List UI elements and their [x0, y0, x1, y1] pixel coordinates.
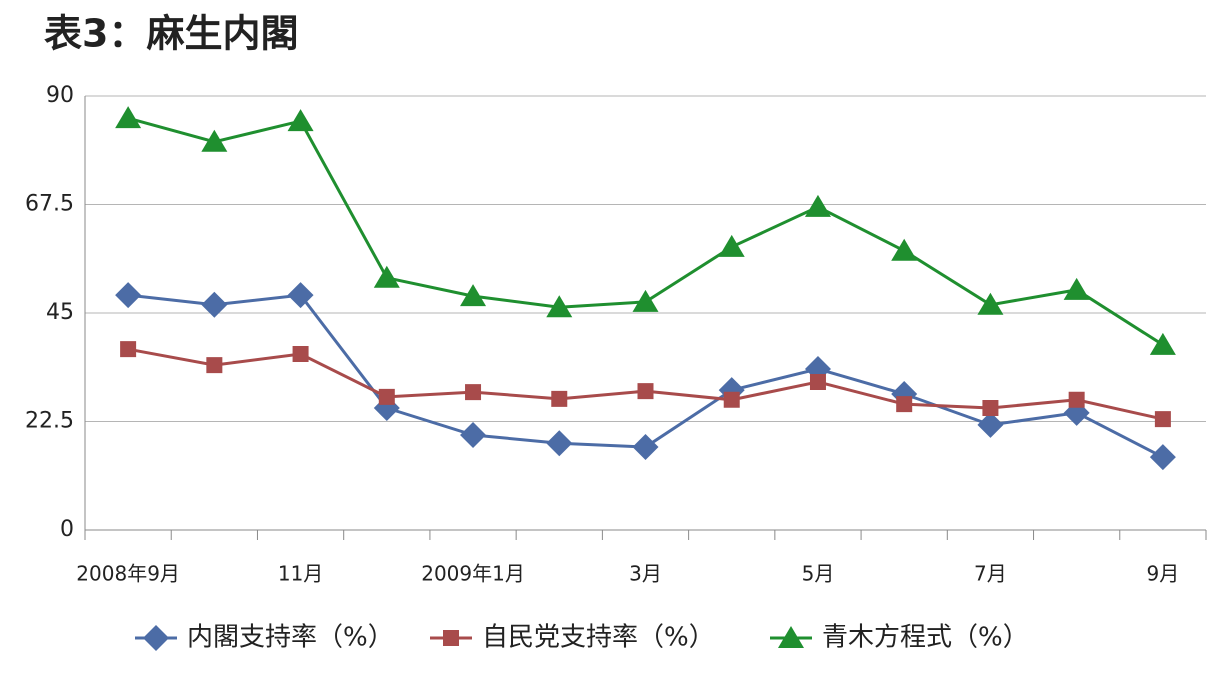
marker — [206, 357, 223, 374]
legend-label: 内閣支持率（%） — [187, 623, 394, 653]
marker — [460, 284, 487, 307]
marker — [632, 289, 659, 312]
marker — [551, 390, 568, 407]
marker — [201, 129, 228, 152]
marker — [546, 430, 573, 457]
marker — [443, 630, 459, 646]
marker — [292, 345, 309, 362]
marker — [1068, 391, 1085, 408]
x-tick-label: 7月 — [974, 562, 1007, 586]
marker — [1154, 411, 1171, 428]
marker — [546, 295, 573, 318]
x-tick-label: 2008年9月 — [76, 562, 180, 586]
marker — [287, 109, 314, 132]
marker — [977, 292, 1004, 315]
x-tick-label: 11月 — [278, 562, 323, 586]
marker — [723, 391, 740, 408]
marker — [465, 384, 482, 401]
marker — [373, 265, 400, 288]
marker — [809, 373, 826, 390]
marker — [891, 238, 918, 261]
marker — [778, 626, 804, 648]
series-line — [127, 293, 1164, 459]
marker — [977, 411, 1004, 438]
marker — [896, 396, 913, 413]
marker — [378, 388, 395, 405]
y-tick-label: 90 — [46, 83, 74, 108]
marker — [287, 282, 314, 309]
legend-label: 青木方程式（%） — [822, 623, 1029, 653]
chart-title: 表3：麻生内閣 — [44, 12, 298, 56]
y-tick-label: 22.5 — [25, 409, 74, 434]
marker — [1149, 444, 1176, 471]
x-tick-label: 5月 — [802, 562, 835, 586]
marker — [460, 422, 487, 449]
marker — [1149, 332, 1176, 355]
y-tick-label: 0 — [60, 517, 74, 542]
marker — [201, 291, 228, 318]
x-tick-label: 3月 — [629, 562, 662, 586]
marker — [982, 399, 999, 416]
marker — [718, 234, 745, 257]
marker — [115, 282, 142, 309]
marker — [115, 106, 142, 129]
x-tick-label: 2009年1月 — [421, 562, 525, 586]
marker — [143, 625, 169, 651]
legend-label: 自民党支持率（%） — [482, 623, 715, 653]
marker — [632, 434, 659, 461]
y-tick-label: 67.5 — [25, 192, 74, 217]
x-tick-label: 9月 — [1147, 562, 1180, 586]
marker — [804, 194, 831, 217]
marker — [637, 383, 654, 400]
legend: 内閣支持率（%） 自民党支持率（%） 青木方程式（%） — [135, 623, 1029, 653]
marker — [1063, 277, 1090, 300]
y-tick-label: 45 — [46, 300, 74, 325]
marker — [120, 341, 137, 358]
